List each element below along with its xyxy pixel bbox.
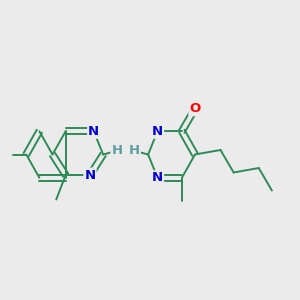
Text: N: N [152, 125, 163, 138]
Text: H: H [111, 144, 123, 157]
Text: N: N [84, 169, 96, 182]
Text: O: O [189, 102, 201, 115]
Text: N: N [88, 125, 99, 138]
Text: H: H [129, 144, 140, 157]
Text: N: N [152, 171, 163, 184]
